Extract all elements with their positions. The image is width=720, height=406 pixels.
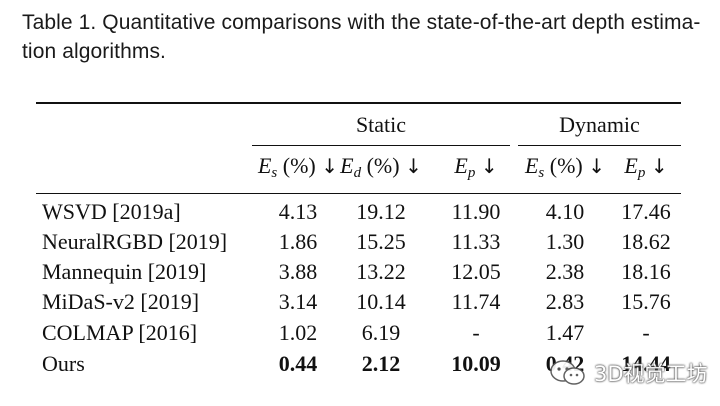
- table-cell: 3.88: [278, 259, 318, 284]
- row-method-name: COLMAP [2016]: [42, 320, 198, 345]
- row-method-name: Mannequin [2019]: [42, 259, 207, 284]
- column-symbol: E: [454, 153, 468, 178]
- table-cell: 2.38: [545, 259, 585, 284]
- down-arrow-icon: ↓: [650, 154, 668, 178]
- table-cell: 2.83: [545, 289, 585, 314]
- column-header-5: Ep ↓: [591, 153, 701, 182]
- row-method-name: NeuralRGBD [2019]: [42, 229, 228, 254]
- table-cell: 11.33: [451, 229, 501, 254]
- table-cell: 1.47: [545, 320, 585, 345]
- column-unit: (%): [277, 153, 322, 178]
- table-cell: 18.16: [621, 259, 671, 284]
- table-caption: Table 1. Quantitative comparisons with t…: [22, 8, 712, 66]
- caption-line-1: Table 1. Quantitative comparisons with t…: [22, 11, 701, 34]
- table-cell: 6.19: [361, 320, 401, 345]
- table-cell: 12.05: [451, 259, 501, 284]
- watermark: 3D视觉工坊: [548, 356, 708, 390]
- static-group-rule: [252, 145, 510, 146]
- column-subscript: d: [353, 165, 362, 181]
- row-method-name: WSVD [2019a]: [42, 199, 181, 224]
- row-method-name: MiDaS-v2 [2019]: [42, 289, 200, 314]
- table-cell: 11.74: [451, 289, 501, 314]
- down-arrow-icon: ↓: [480, 154, 498, 178]
- column-header-1: Es (%) ↓: [243, 153, 353, 182]
- table-cell: 11.90: [451, 199, 501, 224]
- column-unit: (%): [544, 153, 589, 178]
- table-cell: 2.12: [361, 351, 401, 376]
- table-cell: 17.46: [621, 199, 671, 224]
- table-cell: 15.76: [621, 289, 671, 314]
- column-symbol: E: [624, 153, 638, 178]
- column-unit: (%): [361, 153, 406, 178]
- column-subscript: s: [271, 165, 278, 181]
- table-cell: 1.02: [278, 320, 318, 345]
- column-subscript: p: [467, 165, 476, 181]
- dynamic-group-rule: [518, 145, 681, 146]
- wechat-logo-icon: [550, 360, 585, 385]
- table-cell: 10.09: [451, 351, 501, 376]
- table-cell: 1.30: [545, 229, 585, 254]
- table-cell: 3.14: [278, 289, 318, 314]
- watermark-text: 3D视觉工坊: [594, 362, 708, 386]
- row-method-name: Ours: [42, 351, 85, 376]
- table-cell: 15.25: [356, 229, 406, 254]
- column-subscript: s: [538, 165, 545, 181]
- caption-line-2: tion algorithms.: [22, 40, 166, 63]
- table-cell: 18.62: [621, 229, 671, 254]
- table-cell: 10.14: [356, 289, 406, 314]
- column-symbol: E: [524, 153, 539, 178]
- column-header-2: Ed (%) ↓: [326, 153, 436, 182]
- group-header-dynamic: Dynamic: [559, 112, 640, 137]
- table-cell: -: [472, 320, 480, 345]
- table-cell: 13.22: [356, 259, 406, 284]
- table-cell: 1.86: [278, 229, 318, 254]
- group-header-static: Static: [355, 112, 407, 137]
- column-symbol: E: [257, 153, 272, 178]
- table-cell: 14.44: [621, 351, 671, 376]
- down-arrow-icon: ↓: [588, 154, 606, 178]
- column-header-3: Ep ↓: [421, 153, 531, 182]
- table-cell: -: [642, 320, 650, 345]
- down-arrow-icon: ↓: [405, 154, 422, 178]
- table-cell: 4.10: [545, 199, 585, 224]
- column-header-4: Es (%) ↓: [510, 153, 620, 182]
- column-subscript: p: [637, 165, 646, 181]
- down-arrow-icon: ↓: [321, 154, 339, 178]
- table-cell: 0.44: [278, 351, 318, 376]
- header-bottom-rule: [36, 193, 681, 194]
- top-rule: [36, 102, 681, 104]
- table-cell: 19.12: [356, 199, 406, 224]
- table-cell: 4.13: [278, 199, 318, 224]
- column-symbol: E: [340, 153, 354, 178]
